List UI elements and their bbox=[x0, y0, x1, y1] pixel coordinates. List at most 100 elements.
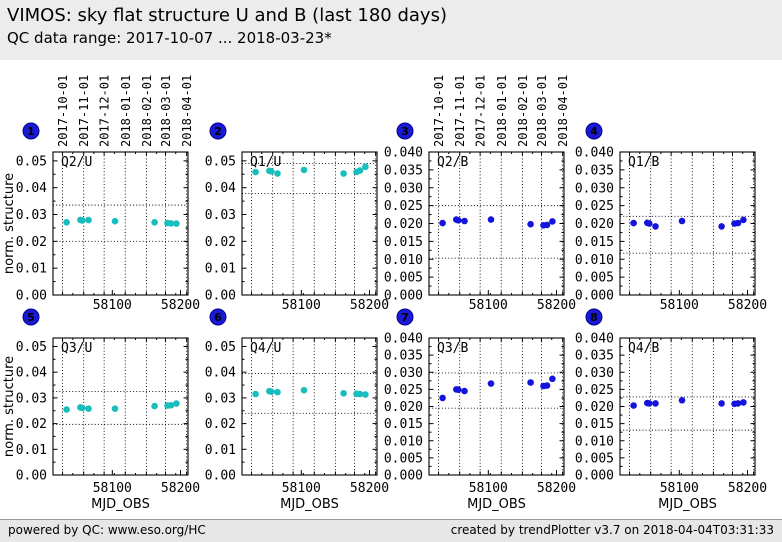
data-point bbox=[340, 170, 347, 177]
data-point bbox=[356, 390, 364, 398]
y-tick-label: 0.02 bbox=[16, 417, 47, 432]
plot-q4-u: 0.00 0.01 0.02 0.03 0.04 0.05 58100 58200 Q4/U 6 M… bbox=[205, 308, 389, 512]
y-tick-label: 0.02 bbox=[16, 235, 47, 250]
y-tick-label: 0.040 bbox=[384, 332, 423, 347]
y-tick-label: 0.015 bbox=[384, 417, 423, 432]
y-tick-label: 0.030 bbox=[384, 181, 423, 196]
x-axis-title: MJD_OBS bbox=[91, 497, 150, 512]
y-tick-label: 0.05 bbox=[205, 154, 236, 169]
data-point bbox=[439, 394, 446, 402]
y-tick-label: 0.040 bbox=[575, 332, 614, 347]
data-point bbox=[151, 219, 158, 226]
data-point bbox=[79, 217, 86, 224]
y-tick-label: 0.030 bbox=[384, 366, 423, 381]
data-point bbox=[274, 170, 281, 177]
data-point bbox=[63, 406, 70, 413]
y-tick-label: 0.030 bbox=[575, 366, 614, 381]
plot-number: 6 bbox=[214, 311, 222, 324]
data-point bbox=[173, 400, 180, 407]
date-axis-label: 2017-12-01 bbox=[98, 75, 112, 147]
plot-number: 2 bbox=[214, 125, 222, 138]
y-tick-label: 0.025 bbox=[575, 199, 614, 214]
data-point bbox=[652, 400, 659, 407]
date-axis-label: 2018-04-01 bbox=[556, 75, 570, 147]
plot-number-badge bbox=[209, 122, 227, 140]
data-point bbox=[718, 223, 725, 230]
date-axis-label: 2018-01-01 bbox=[119, 75, 133, 147]
y-tick-label: 0.000 bbox=[384, 469, 423, 484]
x-tick-label: 58100 bbox=[660, 298, 699, 313]
x-tick-label: 58200 bbox=[161, 481, 200, 496]
plot-number: 5 bbox=[27, 311, 35, 324]
y-tick-label: 0.005 bbox=[575, 271, 614, 286]
y-tick-label: 0.05 bbox=[205, 340, 236, 355]
y-tick-label: 0.035 bbox=[384, 349, 423, 364]
plot-frame bbox=[428, 151, 565, 296]
qc-data-range: QC data range: 2017-10-07 ... 2018-03-23… bbox=[7, 29, 332, 47]
date-axis-label: 2018-03-01 bbox=[159, 75, 173, 147]
data-point bbox=[646, 220, 653, 227]
data-point bbox=[151, 402, 158, 410]
x-tick-label: 58100 bbox=[660, 481, 699, 496]
x-tick-label: 58100 bbox=[93, 298, 132, 313]
data-point bbox=[85, 216, 92, 224]
data-point bbox=[274, 388, 281, 396]
date-axis-label: 2017-10-01 bbox=[432, 75, 446, 147]
page-header: VIMOS: sky flat structure U and B (last … bbox=[0, 0, 782, 60]
plot-frame bbox=[241, 337, 378, 476]
y-axis-title: norm. structure bbox=[2, 173, 17, 274]
data-point bbox=[678, 397, 686, 404]
y-tick-label: 0.040 bbox=[384, 146, 423, 161]
plot-number: 1 bbox=[27, 125, 35, 138]
data-point bbox=[252, 168, 259, 176]
data-point bbox=[652, 223, 659, 230]
data-point bbox=[268, 168, 275, 175]
y-tick-label: 0.000 bbox=[575, 289, 614, 304]
y-tick-label: 0.005 bbox=[384, 271, 423, 286]
y-tick-label: 0.035 bbox=[575, 163, 614, 178]
date-axis-label: 2018-03-01 bbox=[535, 75, 549, 147]
y-tick-label: 0.020 bbox=[575, 217, 614, 232]
data-point bbox=[79, 404, 86, 412]
plot-q1-u: 0.00 0.01 0.02 0.03 0.04 0.05 58100 58200 Q1/U 2 bbox=[205, 122, 389, 313]
plot-number: 3 bbox=[401, 125, 409, 138]
data-point bbox=[455, 386, 462, 394]
y-tick-label: 0.020 bbox=[384, 217, 423, 232]
data-point bbox=[734, 400, 742, 407]
quadrant-label: Q2/B bbox=[437, 155, 468, 170]
y-axis-title: norm. structure bbox=[2, 356, 17, 457]
y-tick-label: 0.020 bbox=[575, 400, 614, 415]
footer-powered-by: powered by QC: www.eso.org/HC bbox=[8, 523, 206, 537]
date-axis-label: 2017-10-01 bbox=[56, 75, 70, 147]
plot-q2-b: 0.000 0.005 0.010 0.015 0.020 0.025 0.030 0.035… bbox=[384, 75, 576, 313]
plot-number-badge bbox=[396, 308, 414, 326]
x-tick-label: 58100 bbox=[282, 481, 321, 496]
x-tick-label: 58200 bbox=[728, 481, 767, 496]
data-point bbox=[85, 405, 92, 413]
x-tick-label: 58200 bbox=[537, 481, 576, 496]
plot-q1-b: 0.000 0.005 0.010 0.015 0.020 0.025 0.030 0.035… bbox=[575, 122, 767, 313]
y-tick-label: 0.03 bbox=[205, 208, 236, 223]
plot-number-badge bbox=[22, 122, 40, 140]
y-tick-label: 0.005 bbox=[575, 451, 614, 466]
data-point bbox=[300, 166, 308, 174]
y-tick-label: 0.00 bbox=[205, 469, 236, 484]
y-tick-label: 0.005 bbox=[384, 451, 423, 466]
data-point bbox=[543, 382, 551, 389]
x-tick-label: 58200 bbox=[350, 298, 389, 313]
quadrant-label: Q2/U bbox=[61, 155, 92, 170]
y-tick-label: 0.025 bbox=[575, 383, 614, 398]
data-point bbox=[527, 220, 534, 228]
x-tick-label: 58100 bbox=[469, 298, 508, 313]
data-point bbox=[173, 220, 180, 227]
x-tick-label: 58100 bbox=[282, 298, 321, 313]
data-point bbox=[549, 218, 556, 225]
data-point bbox=[549, 375, 556, 383]
data-point bbox=[439, 219, 446, 227]
date-axis-label: 2017-12-01 bbox=[474, 75, 488, 147]
date-axis-label: 2018-04-01 bbox=[180, 75, 194, 147]
y-tick-label: 0.00 bbox=[16, 289, 47, 304]
y-tick-label: 0.025 bbox=[384, 383, 423, 398]
date-axis-label: 2018-02-01 bbox=[516, 75, 530, 147]
data-point bbox=[461, 387, 468, 395]
